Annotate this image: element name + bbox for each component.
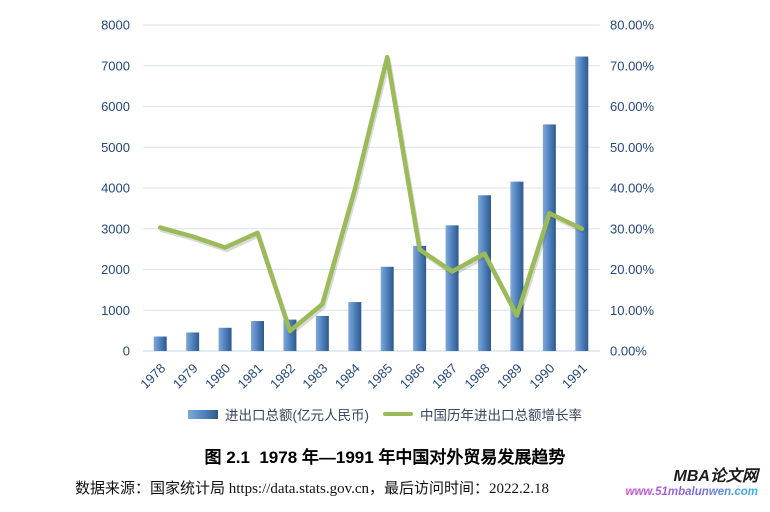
trade-combo-chart: 0 0.00% 1000 10.00% 2000 20.00% 3000 30.00% 4000… (101, 18, 655, 392)
left-axis-tick-label: 8000 (101, 18, 130, 33)
right-axis-tick-label: 40.00% (610, 181, 655, 196)
x-axis-label-1982: 1982 (267, 361, 298, 392)
right-axis-tick-label: 70.00% (610, 58, 655, 73)
bar-1989 (510, 181, 524, 351)
legend-item-line-series: 中国历年进出口总额增长率 (383, 404, 582, 424)
right-axis-tick-label: 50.00% (610, 140, 655, 155)
left-axis-tick-label: 3000 (101, 221, 130, 236)
x-axis-label-1986: 1986 (397, 361, 428, 392)
x-axis-label-1978: 1978 (137, 361, 168, 392)
right-axis-tick-label: 60.00% (610, 99, 655, 114)
growth-rate-line (157, 54, 585, 334)
bar-series-swatch (188, 409, 218, 419)
chart-legend: 进出口总额(亿元人民币) 中国历年进出口总额增长率 (0, 404, 770, 424)
x-axis-label-1980: 1980 (202, 361, 233, 392)
left-axis-tick-label: 4000 (101, 181, 130, 196)
bar-1985 (380, 266, 394, 351)
bar-1979 (186, 332, 200, 351)
legend-item-bar-series: 进出口总额(亿元人民币) (188, 404, 369, 424)
x-axis-label-1989: 1989 (494, 361, 525, 392)
bar-1988 (478, 195, 491, 351)
x-axis-label-1987: 1987 (429, 361, 460, 392)
data-source-note: 数据来源：国家统计局 https://data.stats.gov.cn，最后访… (75, 481, 550, 497)
watermark-site-name: MBA论文网 (673, 468, 758, 485)
x-axis-label-1991: 1991 (559, 361, 590, 392)
bar-1980 (218, 327, 232, 351)
bar-1978 (153, 336, 167, 351)
bar-series-label: 进出口总额(亿元人民币) (225, 408, 369, 423)
left-axis-tick-label: 5000 (101, 140, 130, 155)
right-axis-tick-label: 20.00% (610, 262, 655, 277)
x-axis-label-1979: 1979 (170, 361, 201, 392)
x-axis-label-1981: 1981 (235, 361, 266, 392)
right-axis-tick-label: 0.00% (610, 344, 647, 359)
bar-1984 (348, 302, 362, 351)
x-axis-label-1985: 1985 (364, 361, 395, 392)
left-axis-tick-label: 6000 (101, 99, 130, 114)
watermark-site-url: www.51mbalunwen.com (625, 485, 759, 498)
x-axis-label-1988: 1988 (462, 361, 493, 392)
line-series-swatch (383, 412, 413, 416)
right-axis-tick-label: 10.00% (610, 303, 655, 318)
x-axis-label-1984: 1984 (332, 361, 363, 392)
left-axis-tick-label: 2000 (101, 262, 130, 277)
left-axis-tick-label: 1000 (101, 303, 130, 318)
left-axis-tick-label: 7000 (101, 58, 130, 73)
bar-1981 (251, 321, 264, 351)
bar-1986 (413, 245, 427, 351)
bar-1983 (315, 315, 329, 351)
bar-1987 (445, 225, 459, 351)
bar-1991 (575, 56, 589, 352)
bar-1990 (542, 124, 556, 352)
figure-caption: 图 2.1 1978 年—1991 年中国对外贸易发展趋势 (204, 448, 566, 467)
x-axis-label-1983: 1983 (299, 361, 330, 392)
left-axis-tick-label: 0 (123, 344, 130, 359)
line-series-label: 中国历年进出口总额增长率 (420, 408, 582, 423)
watermark: MBA论文网 www.51mbalunwen.com (625, 468, 759, 498)
x-axis-label-1990: 1990 (526, 361, 557, 392)
right-axis-tick-label: 30.00% (610, 221, 655, 236)
right-axis-tick-label: 80.00% (610, 18, 655, 33)
